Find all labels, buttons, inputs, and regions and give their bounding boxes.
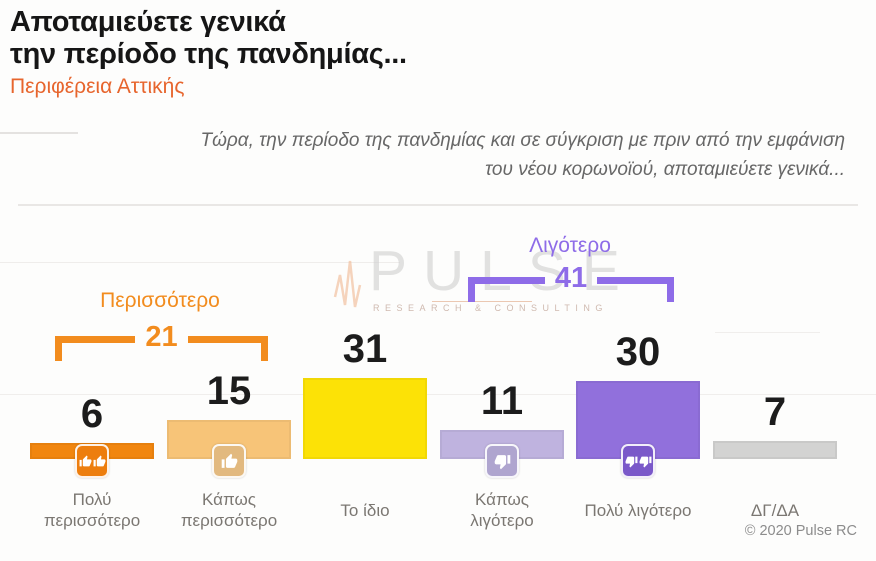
divider-line	[0, 262, 400, 263]
survey-question-line-2: του νέου κορωνοϊού, αποταμιεύετε γενικά.…	[485, 159, 845, 180]
copyright-note: © 2020 Pulse RC	[744, 523, 857, 539]
category-label: Κάπως περισσότερο	[180, 490, 278, 530]
group-label-more: Περισσότερο	[100, 289, 220, 312]
pulse-logo-text-block: PULSE RESEARCH & CONSULTING	[369, 239, 636, 314]
pulse-watermark: PULSE RESEARCH & CONSULTING	[333, 243, 636, 313]
category-label: Πολύ περισσότερο	[43, 490, 141, 530]
page-title: Αποταμιεύετε γενικά την περίοδο της πανδ…	[10, 6, 407, 70]
title-line-1: Αποταμιεύετε γενικά	[10, 6, 286, 38]
category-label: Πολύ λιγότερο	[584, 500, 692, 520]
bracket-tick	[55, 336, 62, 361]
pulse-waveform-icon	[333, 260, 362, 308]
survey-question-line-1: Τώρα, την περίοδο της πανδημίας και σε σ…	[200, 130, 845, 151]
bracket-tick	[667, 277, 675, 302]
pulse-logo-underline	[432, 301, 532, 302]
thumbs-up-double-icon	[75, 444, 109, 478]
pulse-logo-caption: RESEARCH & CONSULTING	[373, 303, 608, 313]
thumbs-down-icon	[485, 444, 519, 478]
group-bracket-less: 41	[468, 264, 675, 302]
bar	[303, 378, 427, 459]
bracket-segment	[187, 336, 262, 343]
divider-line	[0, 132, 78, 134]
value-label: 31	[342, 327, 388, 371]
pulse-logo-text: PULSE	[369, 239, 636, 303]
category-label: Το ίδιο	[340, 500, 390, 520]
survey-question: Τώρα, την περίοδο της πανδημίας και σε σ…	[200, 126, 845, 184]
value-label: 15	[206, 369, 252, 413]
value-label: 7	[763, 390, 787, 434]
value-label: 11	[480, 379, 524, 423]
thumbs-up-icon	[212, 444, 246, 478]
value-label: 6	[80, 392, 104, 436]
value-label: 30	[615, 330, 661, 374]
bracket-tick	[468, 277, 475, 302]
group-value-more: 21	[145, 321, 178, 353]
bracket-segment	[597, 277, 668, 284]
divider-line	[18, 204, 858, 206]
bar	[713, 441, 837, 459]
divider-line	[715, 332, 820, 333]
group-label-less: Λιγότερο	[529, 234, 611, 257]
category-label: ΔΓ/ΔΑ	[750, 500, 800, 520]
chart-header: Αποταμιεύετε γενικά την περίοδο της πανδ…	[10, 6, 407, 99]
category-label: Κάπως λιγότερο	[470, 490, 534, 530]
thumbs-down-double-icon	[621, 444, 655, 478]
divider-line	[0, 394, 876, 395]
bracket-tick	[261, 336, 269, 361]
region-subtitle: Περιφέρεια Αττικής	[10, 75, 185, 98]
bracket-segment	[62, 336, 136, 343]
title-line-2: την περίοδο της πανδημίας...	[10, 38, 407, 70]
group-bracket-more: 21	[55, 323, 269, 361]
group-value-less: 41	[554, 262, 588, 294]
bracket-segment	[475, 277, 545, 284]
